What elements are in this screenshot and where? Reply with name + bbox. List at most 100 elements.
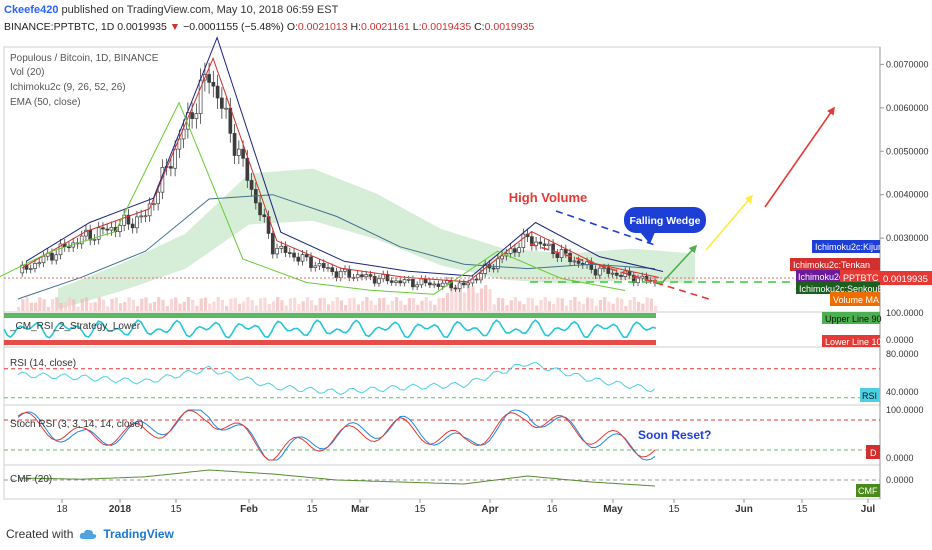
- volume-bar: [263, 297, 267, 311]
- kijun-tag: Ichimoku2c:Kijun: [815, 242, 883, 252]
- volume-bar: [475, 293, 479, 311]
- tradingview-cloud-icon: [80, 529, 97, 539]
- candle-body: [619, 275, 623, 277]
- candle-body: [445, 280, 449, 284]
- volume-bar: [144, 297, 148, 311]
- volume-bar: [518, 301, 522, 311]
- volume-bar: [276, 297, 280, 311]
- last-price: 0.0019935: [117, 21, 167, 33]
- candle-body: [169, 166, 173, 169]
- time-tick-label: May: [603, 504, 623, 515]
- volume-bar: [335, 297, 339, 311]
- candle-body: [232, 132, 237, 156]
- time-axis[interactable]: 18 2018 15 Feb 15 Mar 15 Apr 16 May 15 Jun 15 Jul: [56, 499, 875, 515]
- volume-bar: [59, 302, 63, 311]
- candle-body: [241, 148, 245, 159]
- stoch-tick-label: 100.0000: [886, 405, 924, 415]
- candle-body: [338, 270, 343, 279]
- volume-bar: [182, 301, 186, 311]
- volume-bar: [607, 301, 611, 311]
- volume-bar: [186, 297, 191, 311]
- candle-body: [453, 287, 458, 290]
- volume-bar: [127, 297, 131, 311]
- price-tick-label: 0.0030000: [886, 233, 929, 243]
- cm-rsi-panel[interactable]: 100.0000 0.0000: [3, 308, 924, 345]
- volume-bar: [305, 297, 310, 311]
- volume-bar: [535, 305, 539, 311]
- volume-bar: [407, 298, 411, 311]
- volume-bar: [331, 301, 335, 311]
- publisher-name[interactable]: Ckeefe420: [4, 4, 59, 16]
- volume-bar: [552, 304, 556, 311]
- candle-body: [300, 254, 305, 262]
- volume-bar: [118, 303, 123, 311]
- volume-bar: [462, 292, 467, 311]
- cm-tick-label: 100.0000: [886, 308, 924, 318]
- senkou-tag: Ichimoku2c:SenkouB: [799, 284, 884, 294]
- volume-bar: [564, 305, 569, 311]
- volume-bar: [484, 285, 488, 311]
- cmf-panel[interactable]: 0.0000: [4, 469, 914, 487]
- volume-bar: [492, 304, 496, 311]
- ema-line: [17, 194, 656, 300]
- candle-body: [33, 263, 37, 269]
- volume-bar: [199, 298, 203, 311]
- candle-body: [636, 277, 640, 284]
- volume-bar: [450, 288, 454, 311]
- candle-body: [130, 223, 135, 229]
- open-label: O:: [286, 21, 298, 33]
- volume-bar: [369, 300, 373, 311]
- tradingview-logo-text[interactable]: TradingView: [103, 527, 174, 541]
- candle-body: [513, 248, 517, 253]
- volume-bar: [424, 297, 428, 311]
- footer: Created with TradingView: [6, 527, 174, 541]
- volume-bar: [208, 303, 212, 311]
- volume-bar: [267, 303, 271, 311]
- ichimoku-legend: Ichimoku2c (9, 26, 52, 26): [10, 82, 126, 93]
- candle-body: [50, 252, 54, 261]
- candle-body: [394, 280, 398, 283]
- volume-bar: [157, 297, 161, 311]
- volume-bar: [169, 298, 174, 311]
- d-tag: D: [870, 448, 877, 458]
- volume-bar: [573, 297, 577, 311]
- candle-body: [287, 252, 292, 254]
- rsi-panel[interactable]: 80.0000 40.0000: [4, 349, 919, 399]
- time-tick-label: Jun: [735, 504, 753, 515]
- candle-body: [568, 252, 572, 263]
- volume-bar: [522, 304, 526, 311]
- candle-body: [258, 202, 262, 216]
- price-axis[interactable]: 0.0070000 0.0060000 0.0050000 0.0040000 0.00…: [880, 59, 929, 243]
- candle-body: [347, 268, 352, 278]
- volume-bar: [356, 304, 360, 311]
- candle-body: [538, 241, 543, 245]
- volume-bar: [229, 298, 233, 311]
- candle-body: [457, 282, 462, 290]
- volume-bar: [212, 301, 216, 311]
- stoch-rsi-panel[interactable]: 100.0000 0.0000: [4, 405, 924, 463]
- volume-bar: [29, 302, 33, 311]
- candle-body: [389, 280, 394, 283]
- volume-bar: [603, 297, 607, 311]
- candle-body: [101, 227, 105, 230]
- candle-body: [419, 278, 424, 286]
- volume-bar: [577, 301, 581, 311]
- candle-body: [479, 273, 483, 281]
- candle-body: [309, 256, 313, 268]
- falling-wedge-label: Falling Wedge: [630, 215, 701, 227]
- volume-bar: [148, 303, 152, 311]
- candle-body: [360, 274, 364, 278]
- time-tick-label: 15: [306, 504, 318, 515]
- rsi-line: [17, 361, 656, 396]
- volume-bar: [649, 298, 653, 311]
- candle-body: [334, 271, 339, 279]
- candle-body: [105, 228, 110, 231]
- volume-bar: [620, 298, 624, 311]
- main-price-panel[interactable]: [0, 36, 695, 311]
- volume-bar: [271, 301, 276, 311]
- candle-body: [610, 272, 615, 275]
- volume-bar: [632, 297, 637, 311]
- stoch-k-line: [17, 409, 656, 461]
- volume-bar: [17, 307, 21, 311]
